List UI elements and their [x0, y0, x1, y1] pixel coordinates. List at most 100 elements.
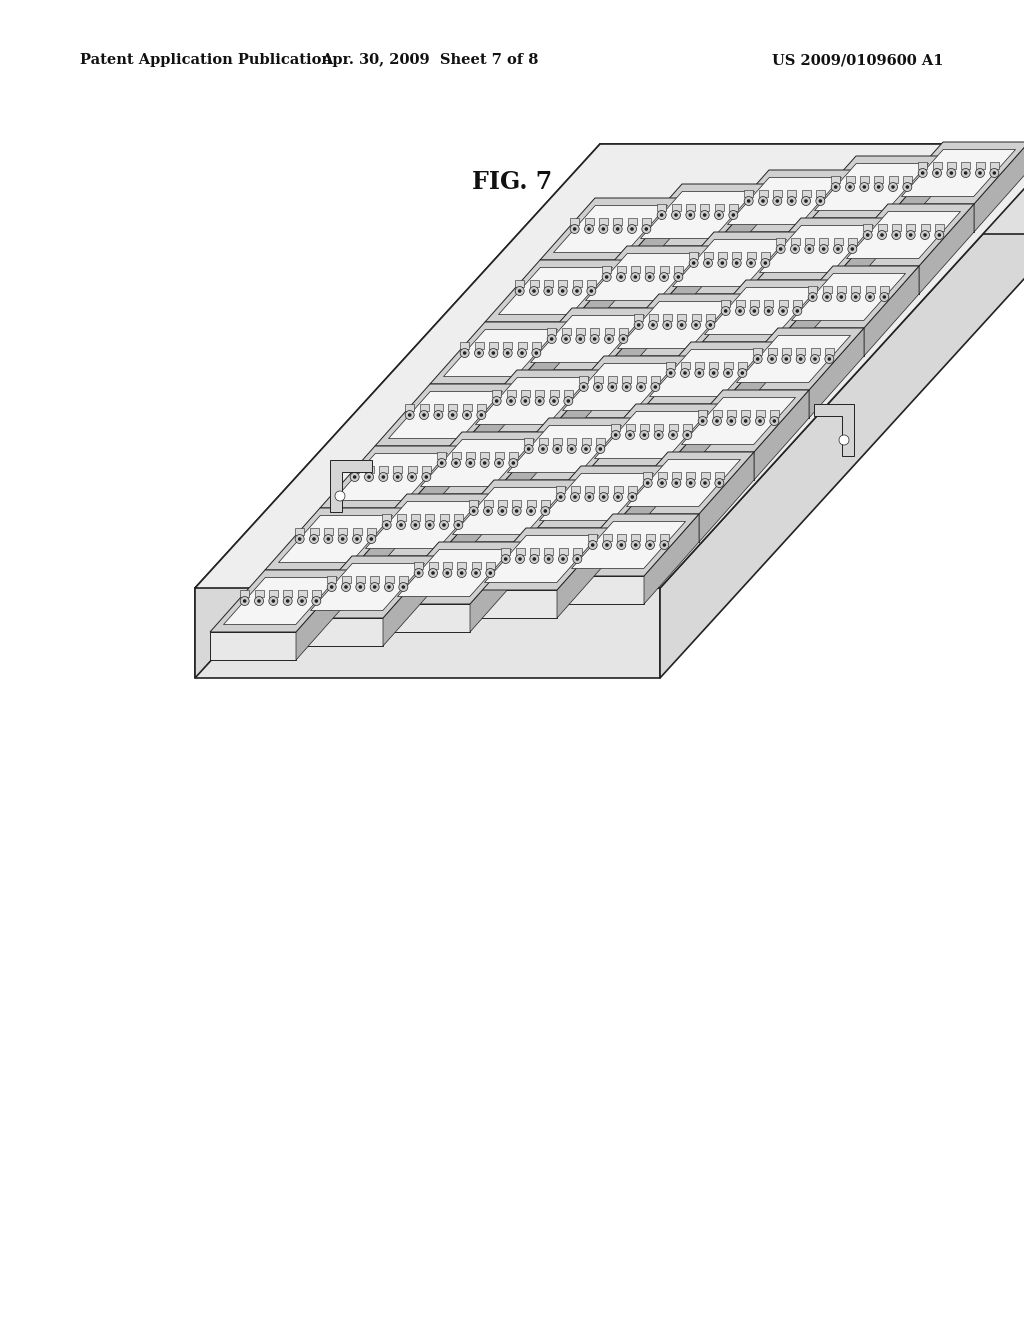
Polygon shape: [976, 161, 984, 169]
Circle shape: [547, 289, 550, 293]
Circle shape: [992, 172, 996, 174]
Circle shape: [271, 599, 275, 603]
Polygon shape: [375, 446, 461, 474]
Circle shape: [949, 172, 953, 174]
Polygon shape: [477, 404, 485, 411]
Polygon shape: [713, 409, 722, 417]
Polygon shape: [659, 294, 745, 322]
Circle shape: [314, 599, 318, 603]
Polygon shape: [847, 211, 961, 259]
Polygon shape: [524, 437, 534, 445]
Circle shape: [269, 597, 278, 606]
Circle shape: [685, 433, 689, 437]
Circle shape: [677, 321, 686, 330]
Circle shape: [816, 197, 825, 206]
Polygon shape: [352, 528, 361, 535]
Circle shape: [591, 544, 595, 546]
Circle shape: [573, 495, 577, 499]
Circle shape: [799, 358, 803, 360]
Circle shape: [602, 540, 611, 549]
Text: FIG. 7: FIG. 7: [472, 170, 552, 194]
Circle shape: [707, 261, 710, 265]
Polygon shape: [802, 190, 811, 197]
Circle shape: [298, 597, 306, 606]
Polygon shape: [677, 314, 686, 321]
Polygon shape: [819, 238, 828, 244]
Polygon shape: [297, 556, 438, 618]
Polygon shape: [674, 265, 683, 272]
Circle shape: [495, 399, 499, 403]
Polygon shape: [649, 350, 764, 396]
Circle shape: [604, 334, 613, 343]
Circle shape: [712, 371, 716, 375]
Circle shape: [539, 445, 548, 454]
Polygon shape: [729, 203, 738, 210]
Circle shape: [811, 355, 819, 363]
Polygon shape: [553, 437, 562, 445]
Circle shape: [442, 569, 452, 578]
Polygon shape: [452, 451, 461, 458]
Circle shape: [689, 259, 698, 268]
Circle shape: [344, 585, 348, 589]
Circle shape: [653, 385, 657, 389]
Circle shape: [425, 520, 434, 529]
Polygon shape: [384, 576, 393, 582]
Circle shape: [615, 227, 620, 231]
Polygon shape: [626, 424, 635, 430]
Polygon shape: [327, 576, 336, 582]
Circle shape: [596, 385, 600, 389]
Polygon shape: [599, 218, 608, 224]
Polygon shape: [580, 418, 635, 508]
Circle shape: [727, 417, 736, 425]
Polygon shape: [787, 190, 797, 197]
Circle shape: [587, 227, 591, 231]
Circle shape: [628, 433, 632, 437]
Polygon shape: [439, 543, 525, 570]
Circle shape: [454, 520, 463, 529]
Polygon shape: [570, 486, 580, 492]
Circle shape: [488, 572, 493, 574]
Polygon shape: [613, 486, 623, 492]
Polygon shape: [724, 362, 732, 368]
Polygon shape: [470, 543, 525, 632]
Circle shape: [572, 286, 582, 296]
Circle shape: [735, 261, 738, 265]
Circle shape: [831, 182, 840, 191]
Circle shape: [596, 445, 605, 454]
Polygon shape: [279, 515, 392, 562]
Circle shape: [613, 433, 617, 437]
Circle shape: [761, 259, 770, 268]
Circle shape: [507, 396, 515, 405]
Polygon shape: [425, 513, 434, 520]
Circle shape: [743, 420, 748, 422]
Polygon shape: [636, 342, 777, 404]
Circle shape: [825, 296, 828, 298]
Polygon shape: [642, 218, 651, 224]
Polygon shape: [570, 218, 580, 224]
Circle shape: [350, 473, 359, 482]
Polygon shape: [603, 308, 658, 399]
Circle shape: [663, 544, 667, 546]
Polygon shape: [626, 198, 681, 288]
Polygon shape: [745, 232, 800, 322]
Circle shape: [860, 182, 868, 191]
Polygon shape: [564, 389, 572, 396]
Circle shape: [709, 323, 712, 327]
Circle shape: [895, 234, 898, 236]
Polygon shape: [408, 466, 417, 473]
Polygon shape: [540, 260, 626, 288]
Circle shape: [978, 172, 982, 174]
Polygon shape: [515, 280, 524, 286]
Circle shape: [761, 199, 765, 203]
Circle shape: [463, 351, 467, 355]
Polygon shape: [550, 389, 558, 396]
Circle shape: [700, 420, 705, 422]
Circle shape: [572, 227, 577, 231]
Circle shape: [425, 475, 428, 479]
Circle shape: [933, 169, 941, 177]
Polygon shape: [782, 347, 791, 355]
Circle shape: [698, 417, 708, 425]
Circle shape: [312, 597, 321, 606]
Polygon shape: [582, 437, 591, 445]
Polygon shape: [792, 273, 905, 321]
